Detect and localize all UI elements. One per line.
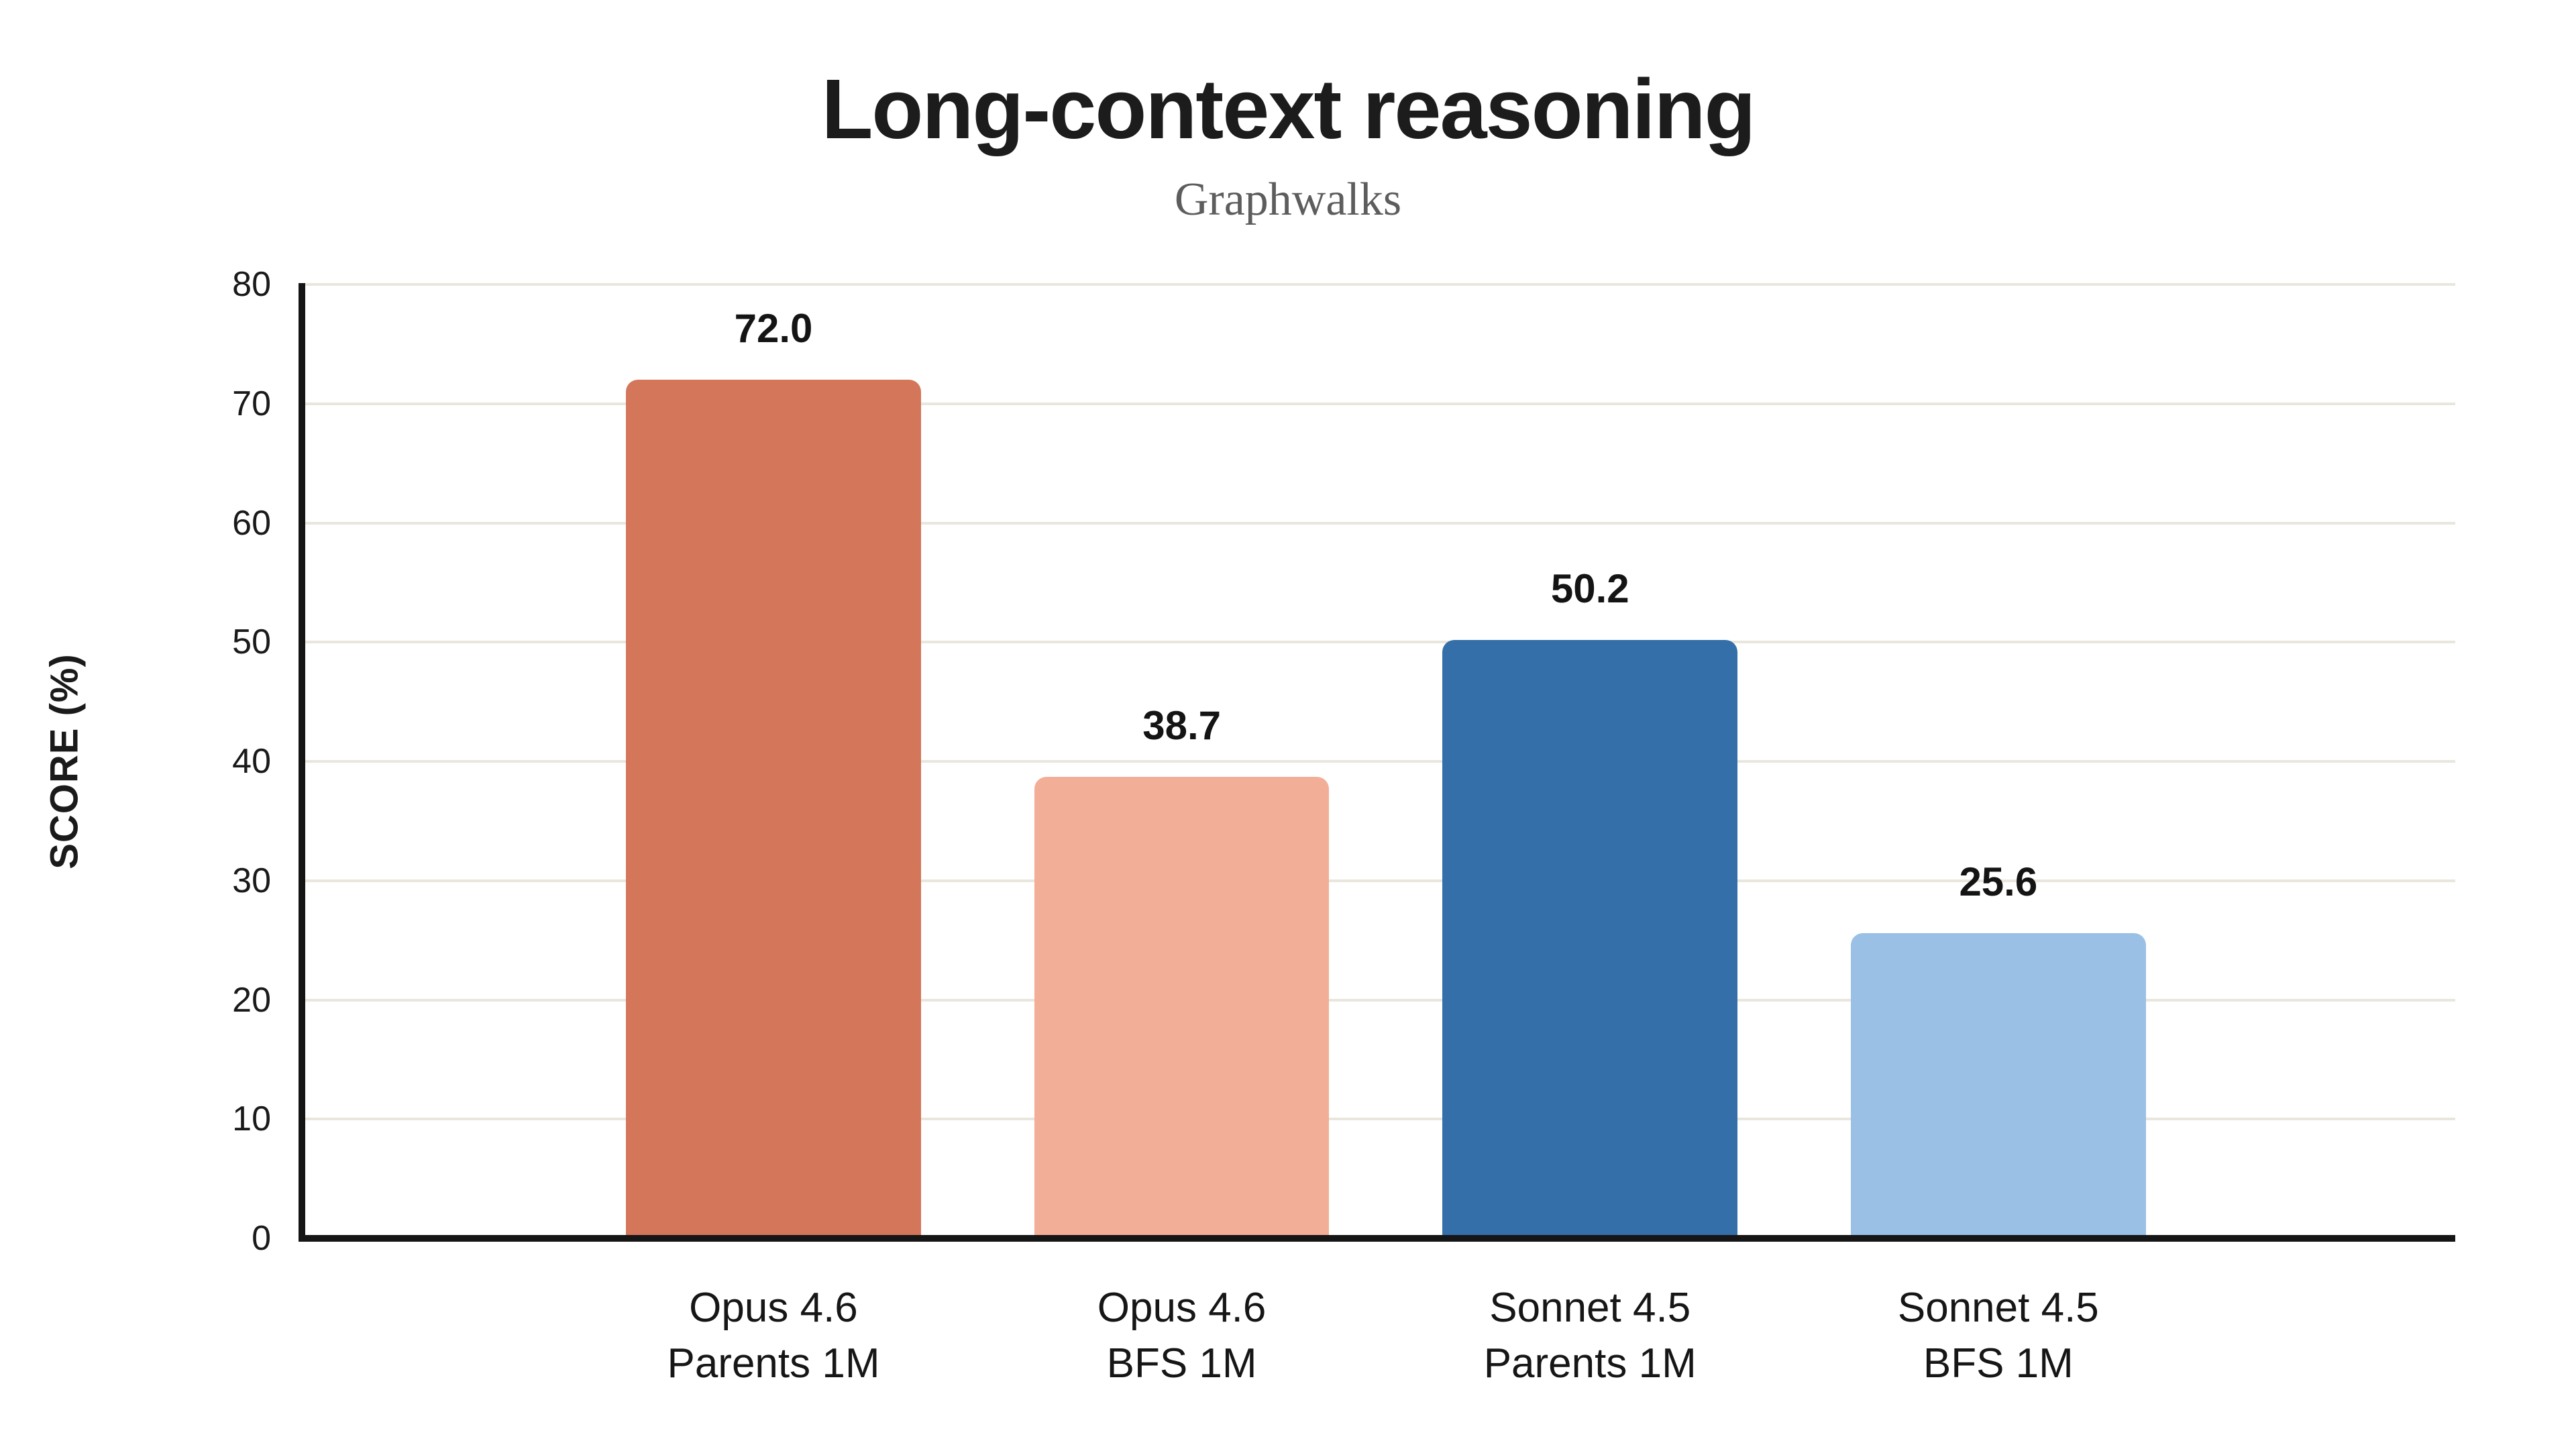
- chart-title: Long-context reasoning: [821, 62, 1756, 156]
- bar-sonnet-4-5-parents-1m: [1442, 639, 1738, 1238]
- gridline-80: [302, 283, 2455, 286]
- x-tick-label-sonnet-4-5-parents-1m: Sonnet 4.5 Parents 1M: [1484, 1280, 1697, 1391]
- x-tick-line: BFS 1M: [1923, 1340, 2074, 1387]
- x-tick-label-sonnet-4-5-bfs-1m: Sonnet 4.5 BFS 1M: [1898, 1280, 2099, 1391]
- y-tick-label-10: 10: [232, 1099, 271, 1139]
- x-tick-line: Opus 4.6: [1097, 1285, 1267, 1331]
- gridline-60: [302, 521, 2455, 525]
- y-tick-label-20: 20: [232, 980, 271, 1020]
- plot-area: 0 10 20 30 40 50 60 70 80 72.0 38.7 50.2 25.6 Opus …: [232, 267, 2455, 1387]
- gridline-10: [302, 1118, 2455, 1121]
- chart-subtitle: Graphwalks: [1174, 174, 1402, 225]
- x-tick-line: Sonnet 4.5: [1489, 1285, 1691, 1331]
- x-tick-line: Sonnet 4.5: [1897, 1285, 2099, 1331]
- bar-opus-4-6-parents-1m: [626, 380, 921, 1238]
- y-tick-label-30: 30: [232, 861, 271, 900]
- y-tick-label-40: 40: [232, 742, 271, 781]
- gridline-40: [302, 760, 2455, 763]
- y-tick-label-0: 0: [252, 1219, 271, 1258]
- x-tick-line: BFS 1M: [1106, 1340, 1257, 1387]
- x-tick-line: Parents 1M: [1483, 1340, 1697, 1387]
- gridline-50: [302, 641, 2455, 644]
- bar-value-opus-4-6-bfs-1m: 38.7: [1142, 703, 1221, 749]
- gridline-70: [302, 402, 2455, 405]
- bar-value-opus-4-6-parents-1m: 72.0: [734, 306, 813, 352]
- y-tick-label-50: 50: [232, 623, 271, 662]
- x-tick-label-opus-4-6-parents-1m: Opus 4.6 Parents 1M: [667, 1280, 879, 1391]
- y-tick-label-80: 80: [232, 265, 271, 304]
- y-axis-title: SCORE (%): [42, 653, 87, 869]
- bar-value-sonnet-4-5-bfs-1m: 25.6: [1959, 859, 2038, 904]
- bar-value-sonnet-4-5-parents-1m: 50.2: [1550, 566, 1629, 611]
- bar-opus-4-6-bfs-1m: [1034, 777, 1330, 1238]
- x-axis-spine: [299, 1235, 2455, 1242]
- x-tick-label-opus-4-6-bfs-1m: Opus 4.6 BFS 1M: [1097, 1280, 1267, 1391]
- y-tick-label-70: 70: [232, 384, 271, 423]
- bar-sonnet-4-5-bfs-1m: [1850, 932, 2146, 1238]
- gridline-20: [302, 998, 2455, 1002]
- x-tick-line: Parents 1M: [667, 1340, 880, 1387]
- gridline-30: [302, 879, 2455, 882]
- x-tick-line: Opus 4.6: [689, 1285, 858, 1331]
- y-axis-spine: [299, 283, 305, 1241]
- y-tick-label-60: 60: [232, 503, 271, 543]
